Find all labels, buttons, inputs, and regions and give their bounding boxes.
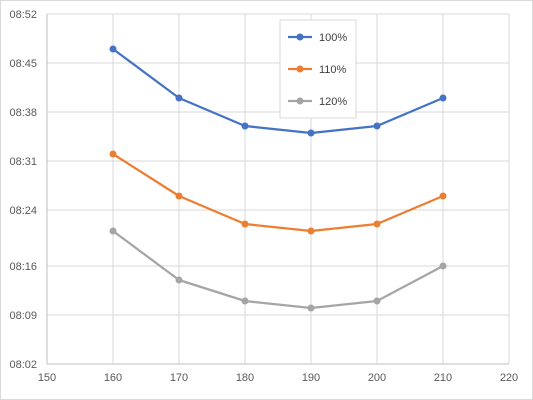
- y-tick-label: 08:52: [9, 9, 37, 21]
- x-tick-label: 150: [38, 372, 56, 384]
- y-tick-label: 08:24: [9, 205, 37, 217]
- data-point: [241, 220, 249, 228]
- series-line-0: [111, 47, 445, 135]
- data-point: [307, 304, 315, 312]
- data-point: [109, 150, 117, 158]
- series-group: [109, 45, 447, 312]
- x-tick-label: 190: [302, 372, 320, 384]
- data-point: [241, 122, 249, 130]
- y-tick-label: 08:16: [9, 261, 37, 273]
- y-tick-label: 08:38: [9, 107, 37, 119]
- data-point: [175, 276, 183, 284]
- x-tick-label: 170: [170, 372, 188, 384]
- x-tick-label: 220: [500, 372, 518, 384]
- data-point: [439, 262, 447, 270]
- axes: 150 160 170 180 190 200 210 220 08:02 08:09 08:16 0…: [9, 9, 518, 384]
- x-tick-label: 160: [104, 372, 122, 384]
- legend-label-1: 110%: [319, 64, 347, 76]
- y-tick-label: 08:02: [9, 359, 37, 371]
- legend-label-0: 100%: [319, 32, 347, 44]
- data-point: [241, 297, 249, 305]
- x-tick-label: 200: [368, 372, 386, 384]
- series-line-2: [111, 229, 445, 310]
- data-point: [373, 122, 381, 130]
- data-point: [307, 227, 315, 235]
- x-tick-label: 210: [434, 372, 452, 384]
- y-tick-label: 08:09: [9, 310, 37, 322]
- y-tick-label: 08:45: [9, 58, 37, 70]
- data-point: [439, 94, 447, 102]
- data-point: [109, 45, 117, 53]
- x-tick-label: 180: [236, 372, 254, 384]
- legend-marker-2: [296, 97, 304, 105]
- data-point: [175, 192, 183, 200]
- data-point: [175, 94, 183, 102]
- legend: 100% 110% 120%: [279, 19, 357, 119]
- legend-marker-1: [296, 65, 304, 73]
- series-line-1: [111, 152, 445, 233]
- y-tick-label: 08:31: [9, 156, 37, 168]
- data-point: [307, 129, 315, 137]
- legend-marker-0: [296, 33, 304, 41]
- data-point: [373, 220, 381, 228]
- data-point: [109, 227, 117, 235]
- data-point: [373, 297, 381, 305]
- legend-label-2: 120%: [319, 96, 347, 108]
- grid: [47, 13, 510, 364]
- data-point: [439, 192, 447, 200]
